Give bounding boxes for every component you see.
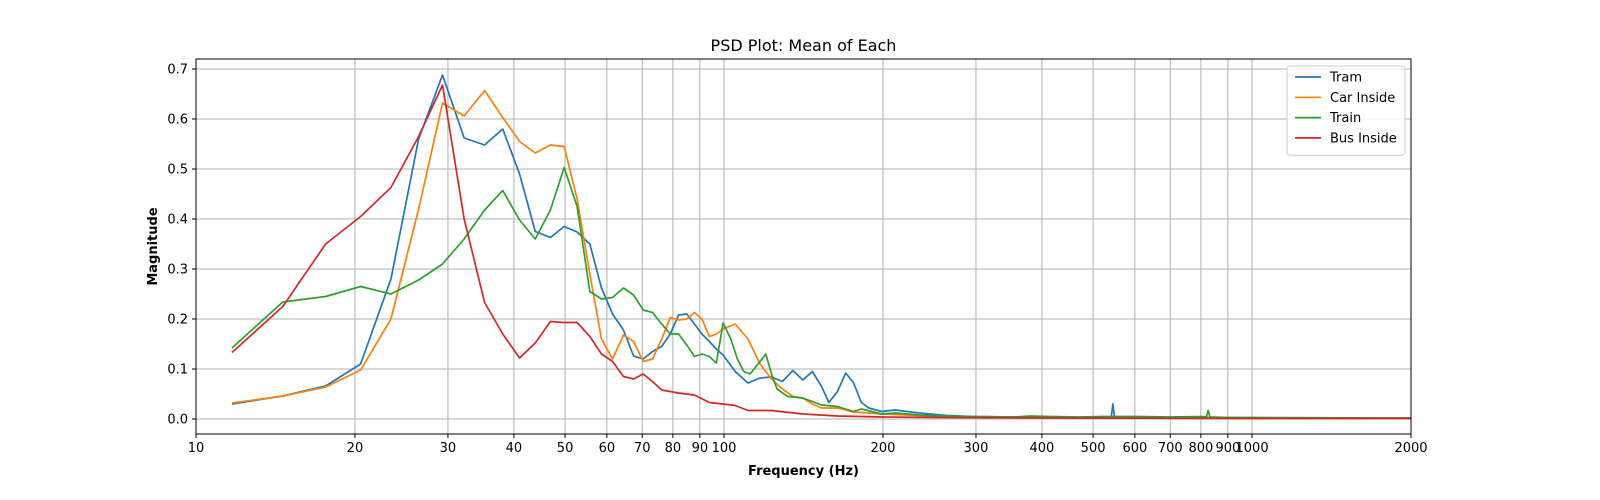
legend-label: Car Inside [1330,91,1395,106]
legend-box [1286,65,1406,156]
x-tick-label: 90 [692,441,709,456]
x-tick-label: 40 [506,441,523,456]
x-tick-label: 10 [188,441,205,456]
series-lines [231,74,1412,420]
x-tick-label: 60 [599,441,616,456]
x-tick-label: 700 [1158,441,1183,456]
plot-frame [195,58,1412,435]
x-axis-label: Frequency (Hz) [748,464,859,479]
y-tick-label: 0.0 [167,413,188,428]
series-line-car-inside [231,89,1411,419]
x-tick-label: 2000 [1394,441,1427,456]
chart-title: PSD Plot: Mean of Each [711,36,897,55]
grid [195,59,1412,434]
y-tick-label: 0.6 [167,113,188,128]
x-tick-label: 200 [871,441,896,456]
x-tick-label: 300 [964,441,989,456]
x-tick-label: 600 [1122,441,1147,456]
y-tick-label: 0.3 [167,263,188,278]
x-tick-label: 800 [1188,441,1213,456]
x-tick-label: 70 [634,441,651,456]
y-tick-label: 0.1 [167,363,188,378]
legend-label: Bus Inside [1330,131,1397,146]
y-axis-label: Magnitude [146,207,161,286]
x-tick-label: 80 [665,441,682,456]
legend-label: Tram [1329,71,1362,86]
x-tick-label: 20 [347,441,364,456]
series-line-train [231,166,1412,419]
x-tick-label: 50 [557,441,574,456]
x-tick-label: 400 [1030,441,1055,456]
y-tick-label: 0.7 [167,63,188,78]
y-tick-label: 0.4 [167,213,188,228]
y-tick-label: 0.5 [167,163,188,178]
x-tick-label: 1000 [1236,441,1269,456]
x-tick-label: 500 [1081,441,1106,456]
series-line-bus-inside [231,84,1411,420]
x-axis: 10 20 30 40 50 60 70 80 90 100 200 300 400 500 600 700 8… [188,434,1428,456]
y-tick-label: 0.2 [167,313,188,328]
x-tick-label: 100 [712,441,737,456]
legend-label: Train [1329,111,1361,126]
x-tick-label: 900 [1215,441,1240,456]
legend: Tram Car Inside Train Bus Inside [1286,65,1406,156]
y-axis: 0.0 0.1 0.2 0.3 0.4 0.5 0.6 0.7 [167,63,196,428]
x-tick-label: 30 [440,441,457,456]
